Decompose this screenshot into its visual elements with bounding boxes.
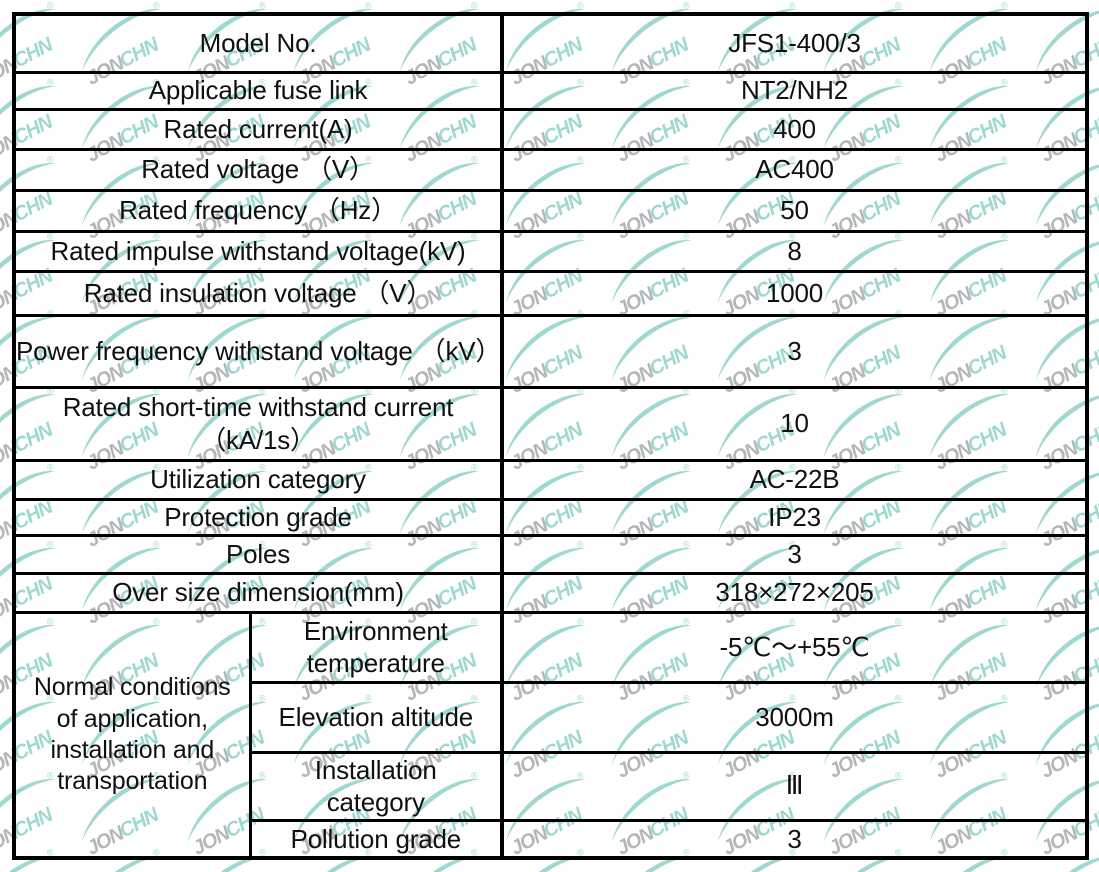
registered-mark-icon: ® bbox=[151, 0, 162, 11]
table-row: Model No. JFS1-400/3 bbox=[12, 12, 1089, 74]
nested-table-row: Pollution grade 3 bbox=[14, 818, 1089, 860]
table-row: Applicable fuse link NT2/NH2 bbox=[12, 70, 1089, 111]
table-row: Over size dimension(mm) 318×272×205 bbox=[12, 571, 1089, 614]
registered-mark-icon: ® bbox=[469, 0, 480, 11]
registered-mark-icon: ® bbox=[257, 0, 268, 11]
spec-label-cell: Rated frequency （Hz） bbox=[12, 188, 504, 233]
spec-label-cell: Rated short-time withstand current （kA/1… bbox=[12, 385, 504, 462]
spec-value-cell: 1000 bbox=[500, 269, 1089, 317]
spec-value-cell: AC-22B bbox=[500, 458, 1089, 501]
spec-label-cell: Rated insulation voltage （V） bbox=[12, 269, 504, 317]
swoosh-icon bbox=[1035, 856, 1099, 872]
spec-label-cell: Utilization category bbox=[12, 458, 504, 501]
condition-label-cell: Environment temperature bbox=[248, 610, 504, 684]
spec-value-cell: 318×272×205 bbox=[500, 571, 1089, 614]
spec-value-cell: NT2/NH2 bbox=[500, 70, 1089, 111]
registered-mark-icon: ® bbox=[45, 0, 56, 11]
spec-label-cell: Rated impulse withstand voltage(kV) bbox=[12, 229, 504, 273]
table-row: Rated insulation voltage （V） 1000 bbox=[12, 269, 1089, 317]
condition-label-cell: Elevation altitude bbox=[248, 680, 504, 754]
conditions-group-cell: Normal conditions of application, instal… bbox=[12, 610, 252, 860]
spec-value-cell: JFS1-400/3 bbox=[500, 12, 1089, 74]
registered-mark-icon: ® bbox=[893, 0, 904, 11]
swoosh-icon bbox=[187, 856, 268, 872]
spec-value-cell: 8 bbox=[500, 229, 1089, 273]
condition-value-cell: 3000m bbox=[500, 680, 1089, 754]
swoosh-icon bbox=[0, 856, 56, 872]
swoosh-icon bbox=[399, 856, 480, 872]
spec-label-cell: Applicable fuse link bbox=[12, 70, 504, 111]
swoosh-icon bbox=[293, 856, 374, 872]
nested-table-row: Normal conditions of application, instal… bbox=[12, 610, 1089, 860]
nested-table-row: Elevation altitude 3000m bbox=[14, 680, 1089, 754]
table-row: Utilization category AC-22B bbox=[12, 458, 1089, 501]
condition-value-cell: -5℃～+55℃ bbox=[500, 610, 1089, 684]
swoosh-icon bbox=[823, 856, 904, 872]
spec-value-cell: 50 bbox=[500, 188, 1089, 233]
table-row: Protection grade IP23 bbox=[12, 497, 1089, 537]
spec-label-cell: Rated voltage （V） bbox=[12, 147, 504, 192]
table-row: Poles 3 bbox=[12, 533, 1089, 575]
table-row: Power frequency withstand voltage （kV） 3 bbox=[12, 313, 1089, 389]
swoosh-icon bbox=[505, 856, 586, 872]
registered-mark-icon: ® bbox=[999, 0, 1010, 11]
spec-value-cell: 3 bbox=[500, 533, 1089, 575]
swoosh-icon bbox=[81, 856, 162, 872]
spec-label-cell: Model No. bbox=[12, 12, 504, 74]
swoosh-icon bbox=[611, 856, 692, 872]
registered-mark-icon: ® bbox=[681, 0, 692, 11]
spec-value-cell: IP23 bbox=[500, 497, 1089, 537]
swoosh-icon bbox=[929, 856, 1010, 872]
spec-label-cell: Over size dimension(mm) bbox=[12, 571, 504, 614]
registered-mark-icon: ® bbox=[363, 0, 374, 11]
condition-value-cell: 3 bbox=[500, 818, 1089, 860]
spec-value-cell: 10 bbox=[500, 385, 1089, 462]
spec-label-cell: Power frequency withstand voltage （kV） bbox=[12, 313, 504, 389]
spec-label-cell: Protection grade bbox=[12, 497, 504, 537]
table-row: Rated frequency （Hz） 50 bbox=[12, 188, 1089, 233]
table-row: Rated voltage （V） AC400 bbox=[12, 147, 1089, 192]
condition-value-cell: Ⅲ bbox=[500, 750, 1089, 822]
registered-mark-icon: ® bbox=[787, 0, 798, 11]
table-row: Rated impulse withstand voltage(kV) 8 bbox=[12, 229, 1089, 273]
spec-value-cell: AC400 bbox=[500, 147, 1089, 192]
table-row: Rated current(A) 400 bbox=[12, 107, 1089, 151]
condition-label-cell: Pollution grade bbox=[248, 818, 504, 860]
spec-label-cell: Poles bbox=[12, 533, 504, 575]
table-row: Rated short-time withstand current （kA/1… bbox=[12, 385, 1089, 462]
condition-label-cell: Installation category bbox=[248, 750, 504, 822]
spec-value-cell: 3 bbox=[500, 313, 1089, 389]
swoosh-icon bbox=[717, 856, 798, 872]
spec-label-cell: Rated current(A) bbox=[12, 107, 504, 151]
registered-mark-icon: ® bbox=[575, 0, 586, 11]
nested-table-row: Installation category Ⅲ bbox=[14, 750, 1089, 822]
spec-value-cell: 400 bbox=[500, 107, 1089, 151]
spec-table: Model No. JFS1-400/3 Applicable fuse link N… bbox=[12, 12, 1090, 860]
